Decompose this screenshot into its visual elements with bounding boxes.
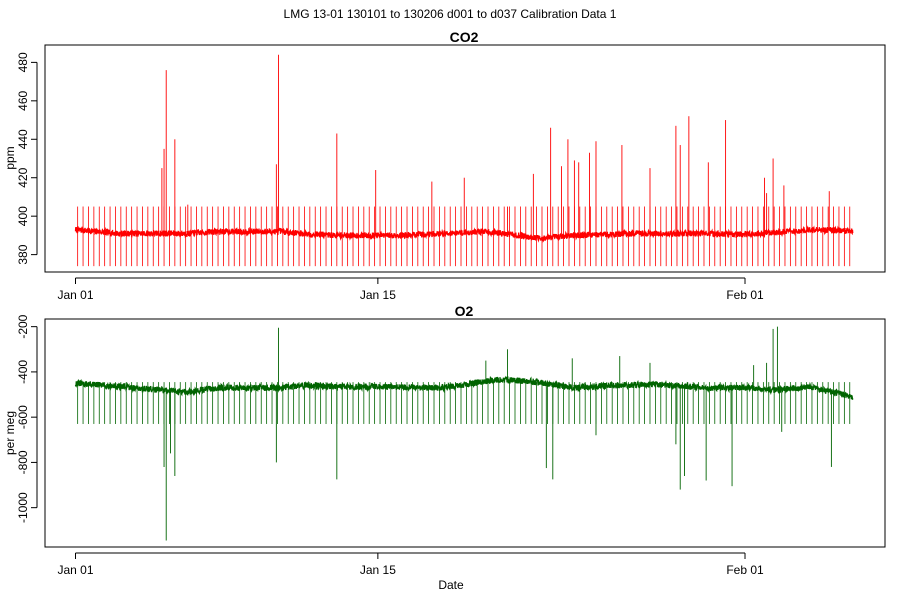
o2-panel: O2 per meg Date -1000 -800 -600 -400 -200 Ja… — [3, 303, 886, 592]
o2-y-tick-label-2: -600 — [16, 405, 30, 429]
co2-x-tick-label-2: Feb 01 — [726, 288, 764, 302]
co2-plot-frame — [44, 44, 886, 273]
o2-plot-frame — [44, 318, 886, 548]
co2-x-tick-label-0: Jan 01 — [57, 288, 93, 302]
o2-y-tick-label-3: -400 — [16, 360, 30, 384]
o2-trace — [74, 375, 854, 400]
o2-title: O2 — [455, 303, 474, 319]
o2-x-tick-label-1: Jan 15 — [360, 563, 396, 577]
o2-y-axis: -1000 -800 -600 -400 -200 — [16, 314, 38, 523]
o2-x-axis: Jan 01 Jan 15 Feb 01 — [57, 552, 764, 577]
co2-x-tick-label-1: Jan 15 — [360, 288, 396, 302]
co2-series — [74, 54, 854, 267]
co2-title: CO2 — [450, 29, 479, 45]
co2-y-tick-label-5: 480 — [16, 52, 30, 72]
co2-y-tick-label-3: 440 — [16, 129, 30, 149]
o2-y-tick-label-4: -200 — [16, 314, 30, 338]
o2-y-tick-label-1: -800 — [16, 450, 30, 474]
o2-x-tick-label-0: Jan 01 — [57, 563, 93, 577]
o2-y-axis-label: per meg — [3, 411, 17, 455]
co2-y-tick-label-1: 400 — [16, 206, 30, 226]
co2-y-axis-label: ppm — [3, 146, 17, 169]
co2-y-tick-label-2: 420 — [16, 167, 30, 187]
co2-y-tick-label-0: 380 — [16, 244, 30, 264]
o2-series — [74, 326, 854, 541]
o2-y-tick-label-0: -1000 — [16, 492, 30, 523]
figure-title: LMG 13-01 130101 to 130206 d001 to d037 … — [284, 7, 617, 21]
o2-x-tick-label-2: Feb 01 — [726, 563, 764, 577]
co2-x-axis: Jan 01 Jan 15 Feb 01 — [57, 277, 764, 302]
o2-x-axis-label: Date — [438, 578, 464, 592]
co2-panel: CO2 ppm 380 400 420 440 460 480 Jan 01 Jan 15 F… — [3, 29, 886, 302]
co2-y-tick-label-4: 460 — [16, 90, 30, 110]
co2-y-axis: 380 400 420 440 460 480 — [16, 52, 38, 265]
